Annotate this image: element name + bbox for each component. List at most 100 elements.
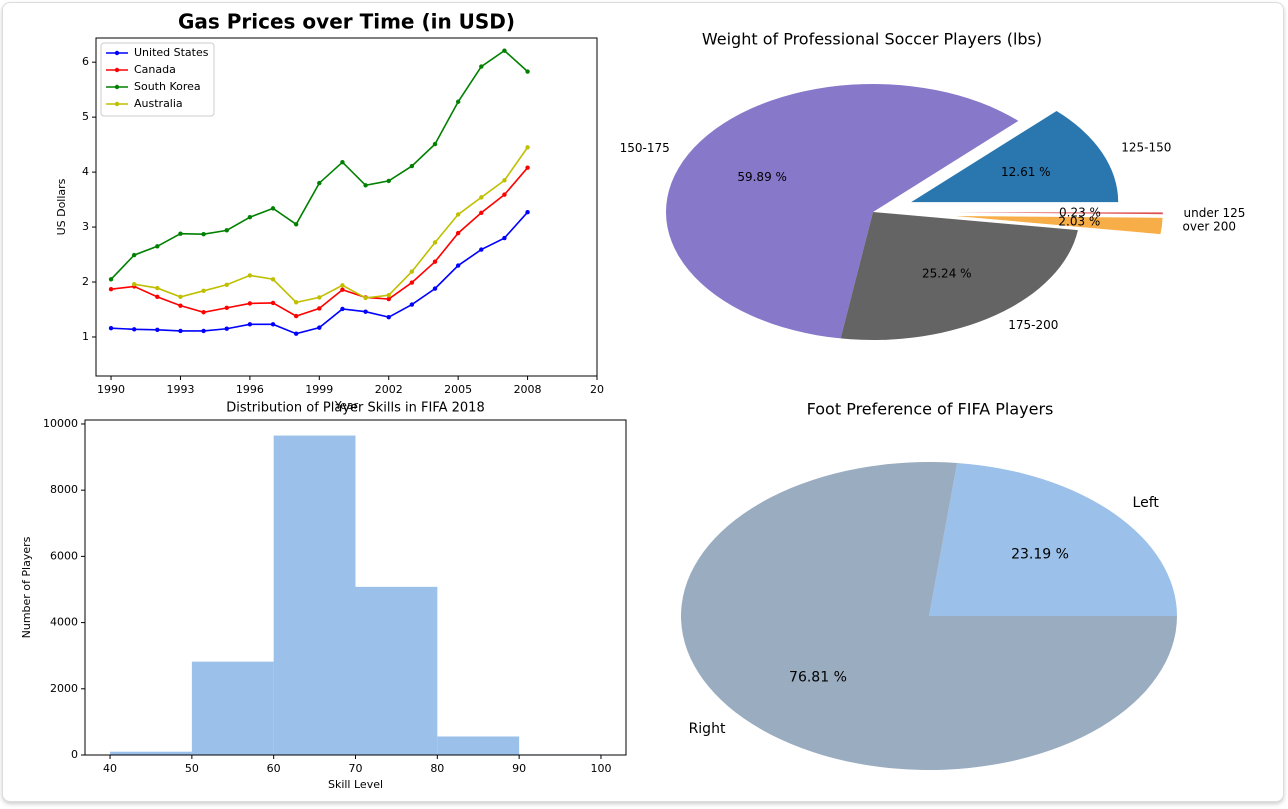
point: [108, 277, 114, 282]
y-tick-label: 5: [82, 110, 89, 123]
point: [155, 327, 160, 333]
point: [317, 295, 322, 300]
x-tick-label: 1999: [305, 383, 333, 396]
slice-percent: 76.81 %: [789, 670, 847, 686]
point: [502, 48, 507, 53]
point: [409, 163, 415, 169]
chart-title: Foot Preference of FIFA Players: [807, 400, 1054, 419]
point: [525, 165, 530, 170]
y-tick-label: 6: [82, 55, 89, 68]
point: [293, 331, 299, 336]
point: [270, 206, 276, 211]
slice-percent: 0.23 %: [1059, 205, 1101, 219]
point: [432, 141, 438, 147]
y-tick-label: 1: [82, 330, 89, 343]
point: [479, 210, 484, 215]
x-tick-label: 2005: [444, 383, 472, 396]
point: [317, 306, 322, 311]
pie-slice: [955, 212, 1163, 215]
point: [178, 294, 183, 300]
slice-percent: 59.89 %: [737, 170, 787, 184]
point: [270, 300, 276, 306]
y-axis-label: US Dollars: [55, 178, 68, 235]
x-tick-label: 70: [349, 762, 363, 775]
point: [293, 300, 299, 305]
point: [247, 273, 253, 278]
point: [247, 322, 253, 327]
point: [224, 282, 229, 287]
point: [340, 287, 345, 292]
bar: [110, 751, 192, 755]
slice-percent: 12.61 %: [1001, 165, 1051, 179]
point: [432, 259, 438, 264]
slice-label: over 200: [1183, 220, 1236, 234]
y-tick-label: 4: [82, 165, 89, 178]
y-tick-label: 8000: [50, 483, 78, 496]
point: [270, 322, 276, 327]
point: [409, 302, 415, 307]
point: [224, 228, 229, 233]
x-axis-label: Year: [334, 399, 359, 412]
point: [201, 288, 206, 294]
point: [293, 313, 299, 319]
bar: [191, 661, 274, 755]
point: [131, 282, 137, 287]
pie-slice: [929, 462, 1177, 616]
point: [363, 183, 368, 188]
slice-label: 150-175: [620, 141, 670, 155]
point: [224, 326, 229, 331]
x-tick-label: 1993: [166, 383, 194, 396]
bar: [355, 586, 438, 755]
x-tick-label: 1990: [97, 383, 125, 396]
point: [479, 195, 484, 200]
point: [155, 294, 160, 300]
point: [409, 269, 415, 274]
point: [131, 327, 137, 332]
point: [108, 286, 114, 292]
bar: [273, 435, 356, 755]
point: [293, 222, 299, 227]
point: [155, 244, 160, 249]
point: [178, 231, 183, 236]
point: [224, 305, 229, 311]
point: [155, 285, 160, 291]
x-tick-label: 60: [267, 762, 281, 775]
legend-label: Canada: [134, 63, 176, 76]
y-tick-label: 4000: [50, 616, 78, 629]
x-tick-label: 20: [590, 383, 604, 396]
point: [409, 280, 415, 285]
pie-slice: [955, 216, 1163, 235]
series-line: [134, 146, 529, 304]
slice-label: Left: [1133, 495, 1160, 511]
x-tick-label: 50: [185, 762, 199, 775]
x-tick-label: 2002: [375, 383, 403, 396]
slice-percent: 25.24 %: [922, 266, 972, 280]
legend-box: [100, 42, 215, 117]
point: [247, 301, 253, 306]
slice-label: 175-200: [1008, 318, 1058, 332]
point: [317, 180, 322, 186]
legend-marker: [114, 101, 120, 107]
point: [363, 295, 368, 301]
point: [479, 64, 484, 69]
point: [201, 232, 206, 237]
pie-slice: [911, 110, 1119, 203]
point: [432, 286, 438, 291]
point: [317, 325, 322, 330]
slice-percent: 23.19 %: [1011, 546, 1069, 562]
x-tick-label: 1996: [236, 383, 264, 396]
y-axis-label: Number of Players: [20, 536, 33, 638]
chart-title: Distribution of Player Skills in FIFA 20…: [226, 401, 484, 416]
y-tick-label: 2000: [50, 682, 78, 695]
point: [270, 277, 276, 282]
point: [131, 252, 137, 258]
legend-marker: [114, 50, 120, 56]
point: [479, 247, 484, 252]
point: [502, 235, 507, 241]
bar: [437, 736, 520, 755]
x-tick-label: 90: [512, 762, 526, 775]
y-tick-label: 6000: [50, 549, 78, 562]
point: [386, 293, 391, 298]
slice-label: 125-150: [1121, 140, 1171, 154]
